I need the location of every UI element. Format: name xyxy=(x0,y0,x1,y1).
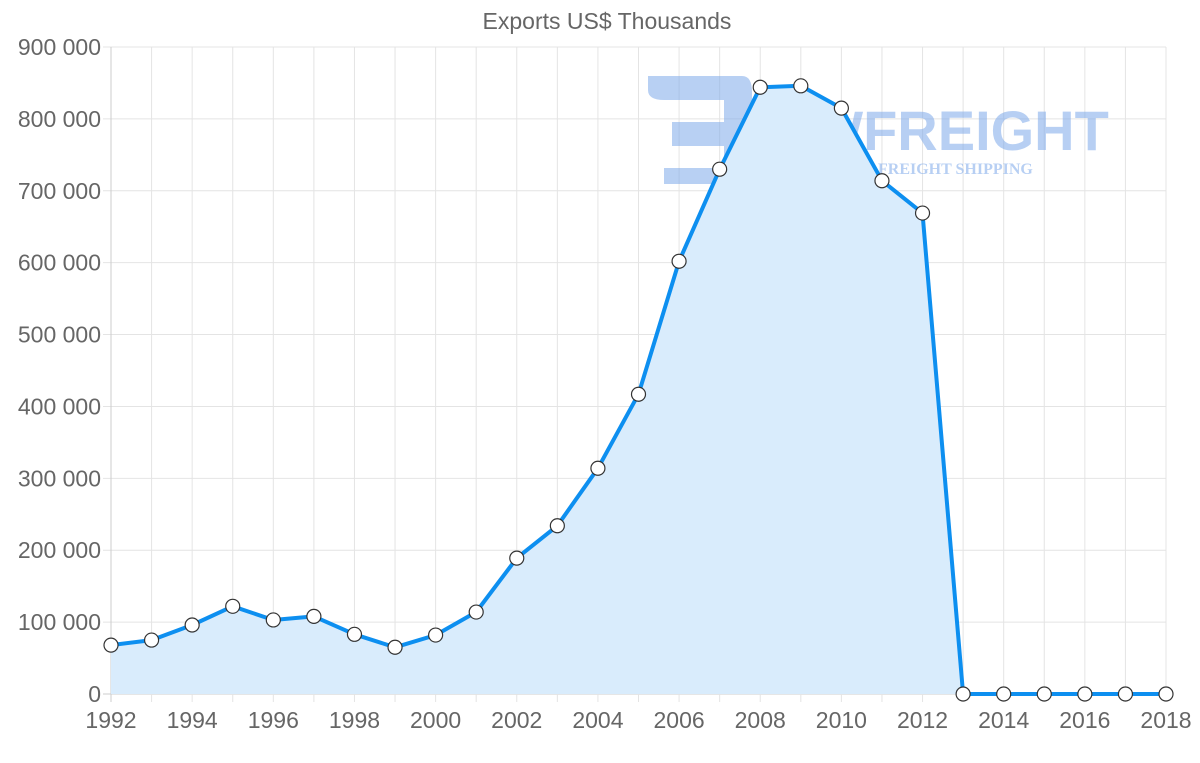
data-point[interactable] xyxy=(590,460,606,476)
x-tick-label: 2012 xyxy=(897,707,948,733)
data-point[interactable] xyxy=(387,639,403,655)
data-point[interactable] xyxy=(468,604,484,620)
chart-title: Exports US$ Thousands xyxy=(482,8,732,34)
x-tick-label: 2002 xyxy=(491,707,542,733)
data-point[interactable] xyxy=(793,78,809,94)
x-tick-label: 2006 xyxy=(653,707,704,733)
data-point[interactable] xyxy=(874,173,890,189)
y-tick-label: 200 000 xyxy=(18,537,101,563)
data-points xyxy=(103,78,1174,702)
y-tick-label: 800 000 xyxy=(18,106,101,132)
x-tick-label: 2000 xyxy=(410,707,461,733)
data-point[interactable] xyxy=(1158,686,1174,702)
x-tick-label: 1992 xyxy=(85,707,136,733)
data-point[interactable] xyxy=(630,386,647,402)
y-tick-label: 100 000 xyxy=(18,609,101,635)
data-point[interactable] xyxy=(549,518,565,534)
y-tick-label: 600 000 xyxy=(18,250,101,276)
grid-lines xyxy=(103,46,1167,702)
data-point[interactable] xyxy=(103,637,119,653)
x-tick-label: 2014 xyxy=(978,707,1029,733)
data-point[interactable] xyxy=(1036,686,1052,702)
data-point[interactable] xyxy=(671,253,687,269)
data-point[interactable] xyxy=(265,612,281,628)
x-tick-label: 2004 xyxy=(572,707,623,733)
data-point[interactable] xyxy=(143,632,160,648)
data-point[interactable] xyxy=(306,608,322,624)
data-point[interactable] xyxy=(346,626,363,642)
data-point[interactable] xyxy=(955,686,971,702)
x-tick-label: 2010 xyxy=(816,707,867,733)
data-point[interactable] xyxy=(914,205,931,221)
x-tick-label: 1998 xyxy=(329,707,380,733)
data-point[interactable] xyxy=(225,598,241,614)
x-tick-label: 2016 xyxy=(1059,707,1110,733)
data-point[interactable] xyxy=(428,627,444,643)
y-tick-label: 700 000 xyxy=(18,178,101,204)
y-axis: 0 100 000 200 000 300 000 400 000 500 000 600 … xyxy=(18,34,101,707)
data-point[interactable] xyxy=(1077,686,1093,702)
y-tick-label: 500 000 xyxy=(18,322,101,348)
data-point[interactable] xyxy=(752,79,768,95)
data-point[interactable] xyxy=(1117,686,1134,702)
x-tick-label: 2008 xyxy=(735,707,786,733)
data-point[interactable] xyxy=(712,161,728,177)
data-point[interactable] xyxy=(184,617,200,633)
x-tick-label: 1996 xyxy=(248,707,299,733)
data-point[interactable] xyxy=(996,686,1012,702)
area-fill xyxy=(111,85,1166,695)
y-tick-label: 0 xyxy=(88,681,101,707)
watermark-tagline: FREIGHT SHIPPING xyxy=(878,161,1033,178)
data-point[interactable] xyxy=(509,550,525,566)
x-tick-label: 1994 xyxy=(167,707,218,733)
x-axis: 1992 1994 1996 1998 2000 2002 2004 2006 2008 2010… xyxy=(85,707,1191,733)
y-tick-label: 900 000 xyxy=(18,34,101,60)
data-point[interactable] xyxy=(833,100,849,116)
x-tick-label: 2018 xyxy=(1140,707,1191,733)
y-tick-label: 400 000 xyxy=(18,393,101,419)
y-tick-label: 300 000 xyxy=(18,465,101,491)
